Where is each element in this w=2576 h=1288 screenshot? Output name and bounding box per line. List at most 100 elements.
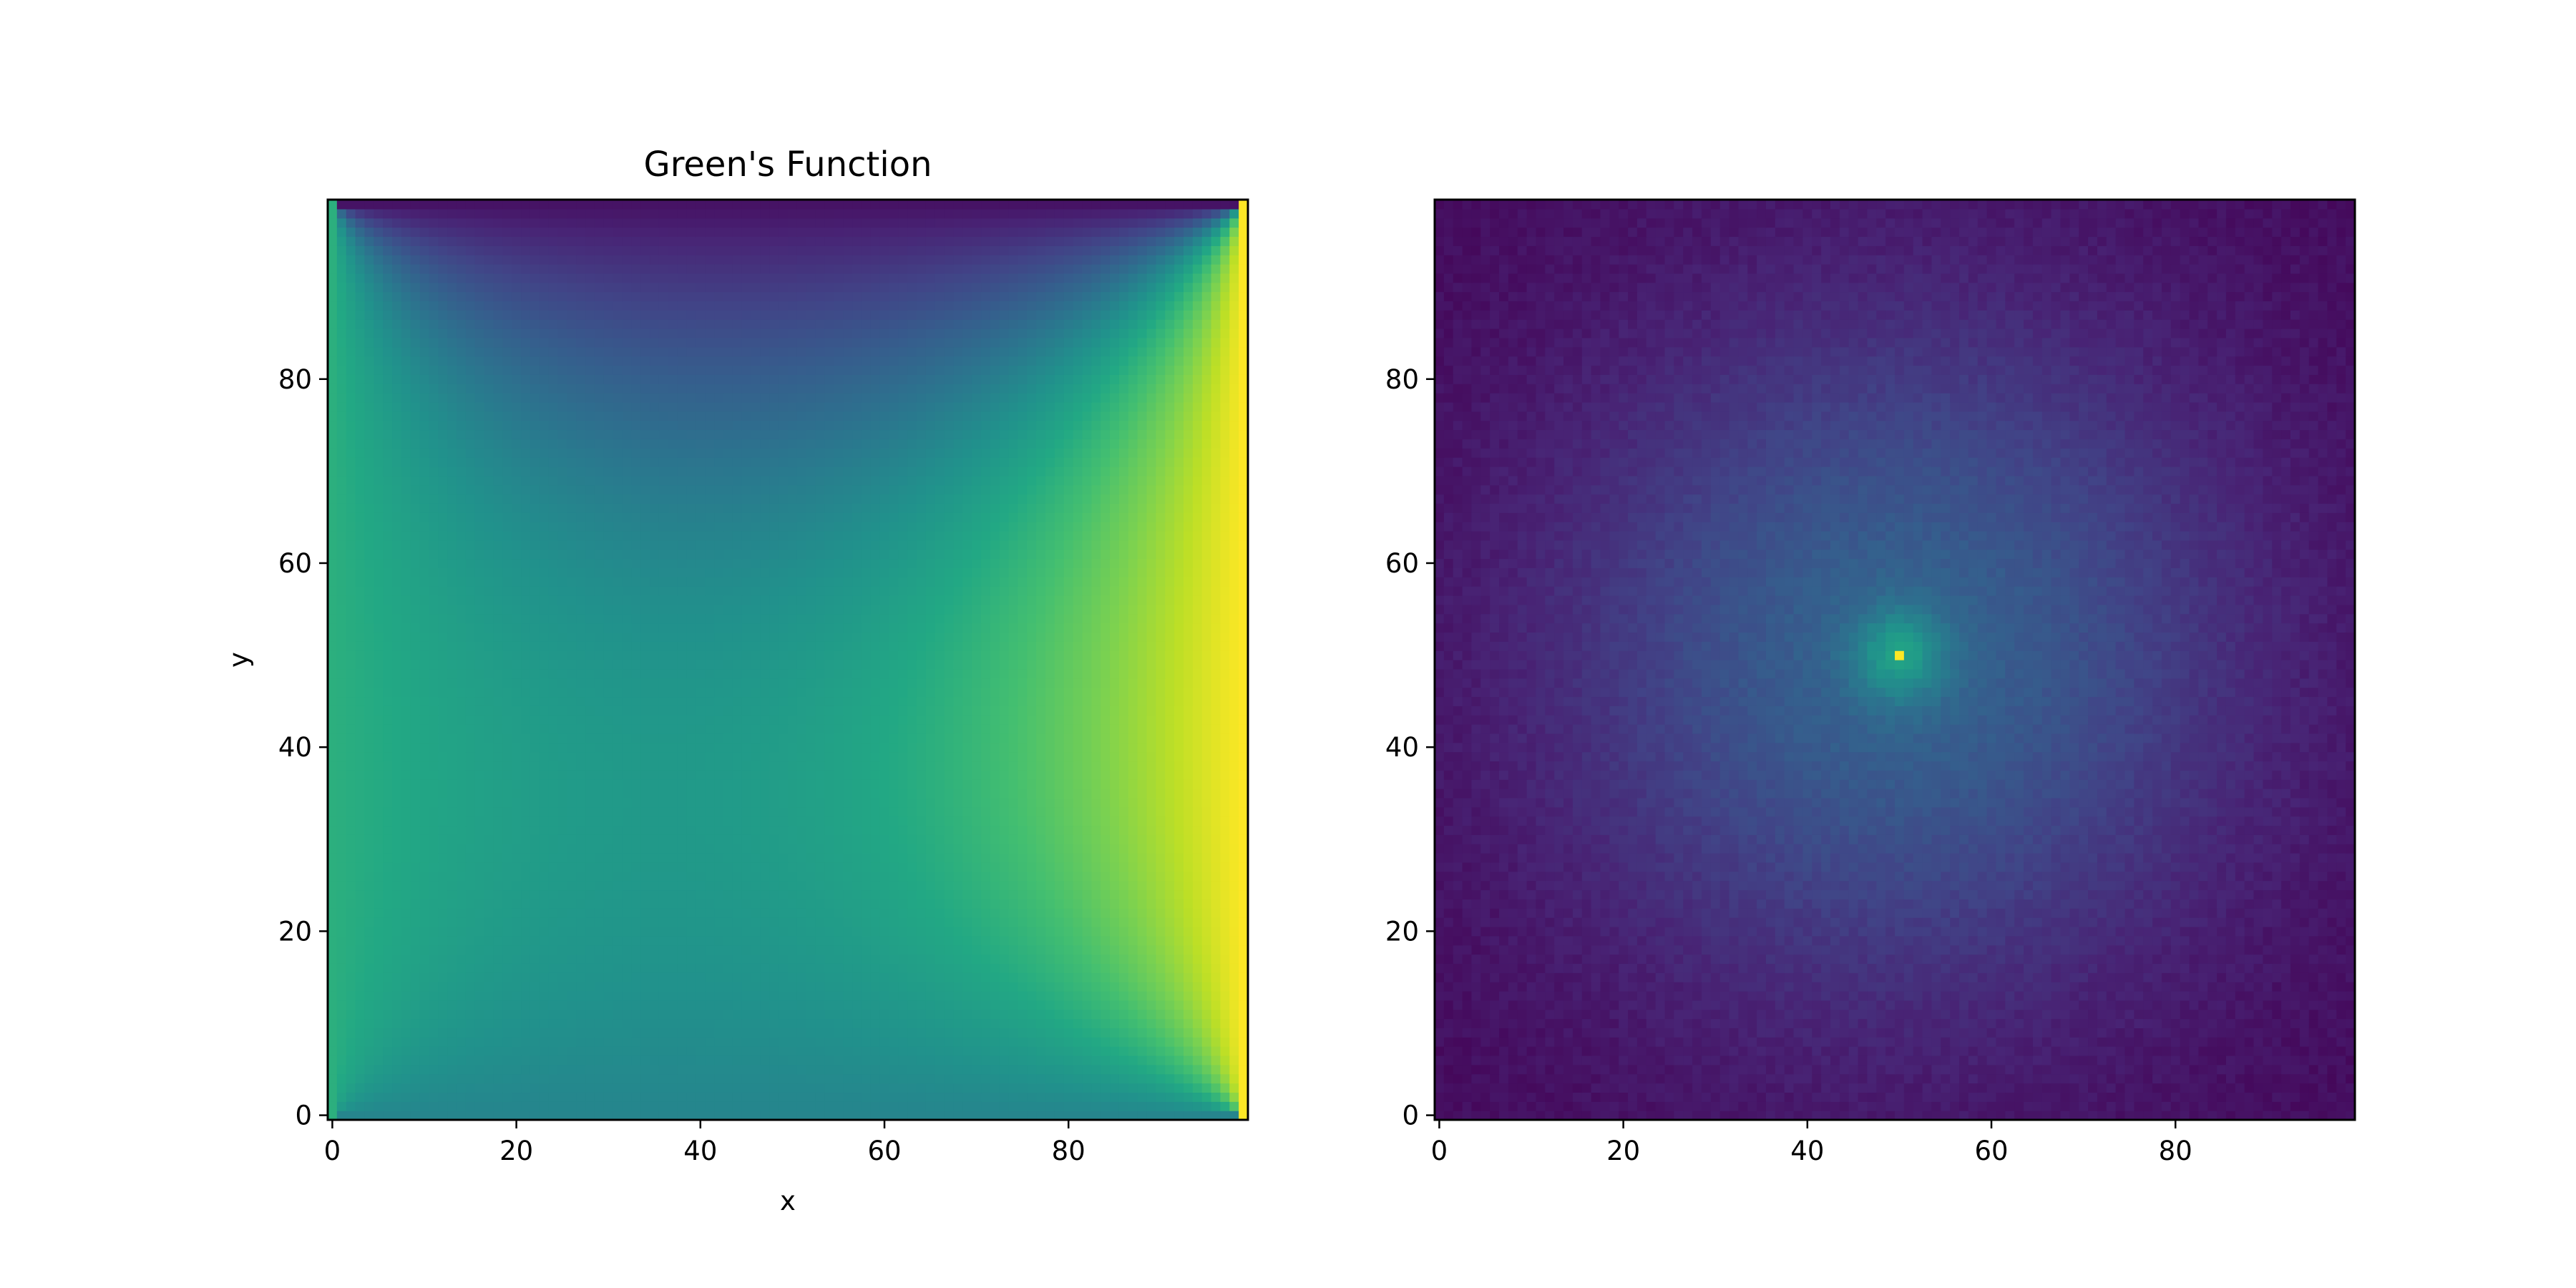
heatmap-cell xyxy=(1239,963,1249,973)
heatmap-cell xyxy=(760,1037,770,1047)
heatmap-cell xyxy=(594,806,605,817)
heatmap-cell xyxy=(1201,1073,1212,1084)
heatmap-cell xyxy=(705,862,715,872)
heatmap-cell xyxy=(1165,1111,1175,1121)
heatmap-cell xyxy=(1192,917,1203,927)
heatmap-cell xyxy=(465,742,476,753)
heatmap-cell xyxy=(732,770,743,780)
heatmap-cell xyxy=(686,935,696,946)
heatmap-cell xyxy=(447,687,457,698)
heatmap-cell xyxy=(364,982,374,992)
heatmap-cell xyxy=(392,687,402,698)
heatmap-cell xyxy=(1220,853,1230,863)
heatmap-cell xyxy=(806,889,816,899)
heatmap-cell xyxy=(650,733,660,743)
heatmap-cell xyxy=(1101,926,1111,937)
heatmap-cell xyxy=(1018,889,1028,899)
heatmap-cell xyxy=(521,1092,531,1102)
heatmap-cell xyxy=(484,871,494,882)
heatmap-cell xyxy=(788,761,798,771)
heatmap-cell xyxy=(328,751,338,762)
heatmap-cell xyxy=(696,678,706,688)
heatmap-cell xyxy=(1110,1064,1120,1075)
heatmap-cell xyxy=(465,1009,476,1020)
heatmap-cell xyxy=(585,963,595,973)
heatmap-cell xyxy=(907,1037,917,1047)
heatmap-cell xyxy=(576,770,586,780)
heatmap-cell xyxy=(999,1083,1010,1093)
heatmap-cell xyxy=(392,1111,402,1121)
heatmap-cell xyxy=(401,660,411,670)
heatmap-cell xyxy=(1239,853,1249,863)
heatmap-cell xyxy=(374,1037,384,1047)
heatmap-cell xyxy=(658,862,669,872)
heatmap-cell xyxy=(705,706,715,716)
heatmap-cell xyxy=(521,761,531,771)
heatmap-cell xyxy=(374,789,384,799)
heatmap-cell xyxy=(751,945,761,955)
heatmap-cell xyxy=(594,899,605,909)
heatmap-cell xyxy=(879,853,890,863)
heatmap-cell xyxy=(419,761,430,771)
heatmap-cell xyxy=(741,862,752,872)
heatmap-cell xyxy=(879,797,890,808)
heatmap-cell xyxy=(760,880,770,891)
heatmap-cell xyxy=(788,1064,798,1075)
heatmap-cell xyxy=(815,733,826,743)
heatmap-cell xyxy=(1091,1009,1101,1020)
heatmap-cell xyxy=(392,1009,402,1020)
heatmap-cell xyxy=(1036,797,1046,808)
heatmap-cell xyxy=(990,926,1000,937)
heatmap-cell xyxy=(741,789,752,799)
heatmap-cell xyxy=(870,696,881,706)
heatmap-cell xyxy=(474,1028,485,1038)
heatmap-cell xyxy=(999,770,1010,780)
heatmap-cell xyxy=(576,880,586,891)
heatmap-cell xyxy=(557,825,567,835)
heatmap-cell xyxy=(502,1046,512,1056)
heatmap-cell xyxy=(392,742,402,753)
heatmap-cell xyxy=(796,797,807,808)
heatmap-cell xyxy=(631,770,641,780)
heatmap-cell xyxy=(1036,1083,1046,1093)
heatmap-cell xyxy=(696,972,706,982)
heatmap-cell xyxy=(705,1000,715,1010)
heatmap-cell xyxy=(1110,899,1120,909)
heatmap-cell xyxy=(410,954,421,964)
heatmap-cell xyxy=(521,1018,531,1028)
heatmap-cell xyxy=(1192,1055,1203,1065)
heatmap-cell xyxy=(1101,834,1111,844)
heatmap-cell xyxy=(429,990,439,1001)
heatmap-cell xyxy=(631,834,641,844)
heatmap-cell xyxy=(1091,742,1101,753)
heatmap-cell xyxy=(1137,687,1148,698)
heatmap-cell xyxy=(999,668,1010,679)
heatmap-cell xyxy=(907,972,917,982)
heatmap-cell xyxy=(917,1028,927,1038)
heatmap-cell xyxy=(493,806,503,817)
heatmap-cell xyxy=(429,816,439,826)
heatmap-cell xyxy=(1156,761,1166,771)
heatmap-cell xyxy=(879,917,890,927)
heatmap-cell xyxy=(1091,797,1101,808)
heatmap-cell xyxy=(585,668,595,679)
heatmap-cell xyxy=(751,825,761,835)
heatmap-cell xyxy=(1211,668,1221,679)
heatmap-cell xyxy=(640,1046,650,1056)
heatmap-cell xyxy=(1192,926,1203,937)
heatmap-cell xyxy=(383,853,393,863)
heatmap-cell xyxy=(521,724,531,734)
heatmap-cell xyxy=(567,945,577,955)
heatmap-cell xyxy=(484,770,494,780)
heatmap-cell xyxy=(714,1028,724,1038)
heatmap-cell xyxy=(1201,972,1212,982)
heatmap-cell xyxy=(1137,945,1148,955)
heatmap-cell xyxy=(364,779,374,789)
heatmap-cell xyxy=(779,1055,789,1065)
heatmap-cell xyxy=(1063,1000,1074,1010)
heatmap-cell xyxy=(1201,1037,1212,1047)
heatmap-cell xyxy=(438,668,448,679)
heatmap-cell xyxy=(557,1055,567,1065)
heatmap-cell xyxy=(567,917,577,927)
heatmap-cell xyxy=(1146,825,1156,835)
